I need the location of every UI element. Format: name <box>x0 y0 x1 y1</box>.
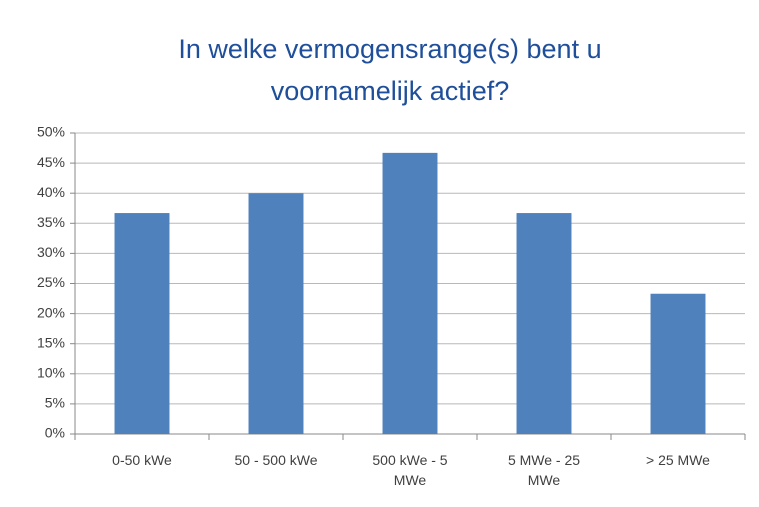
y-tick-label: 5% <box>45 395 65 411</box>
x-tick-label: 5 MWe - 25 MWe <box>507 452 581 488</box>
bar <box>248 193 304 434</box>
x-tick-label: 50 - 500 kWe <box>234 452 318 468</box>
y-tick-label: 0% <box>45 425 65 441</box>
bar <box>650 293 706 434</box>
chart-title: In welke vermogensrange(s) bent u voorna… <box>178 34 602 106</box>
y-tick-label: 20% <box>37 304 65 320</box>
y-tick-label: 35% <box>37 214 65 230</box>
x-tick-label: 500 kWe - 5 MWe <box>372 452 448 488</box>
y-tick-label: 10% <box>37 365 65 381</box>
y-tick-label: 45% <box>37 154 65 170</box>
bar <box>382 152 438 434</box>
y-tick-label: 50% <box>37 124 65 140</box>
bar <box>114 213 170 434</box>
bar <box>516 213 572 434</box>
x-tick-label: 0-50 kWe <box>112 452 172 468</box>
x-tick-label: > 25 MWe <box>646 452 710 468</box>
y-tick-label: 30% <box>37 244 65 260</box>
y-tick-label: 25% <box>37 274 65 290</box>
y-tick-label: 40% <box>37 184 65 200</box>
y-tick-label: 15% <box>37 334 65 350</box>
